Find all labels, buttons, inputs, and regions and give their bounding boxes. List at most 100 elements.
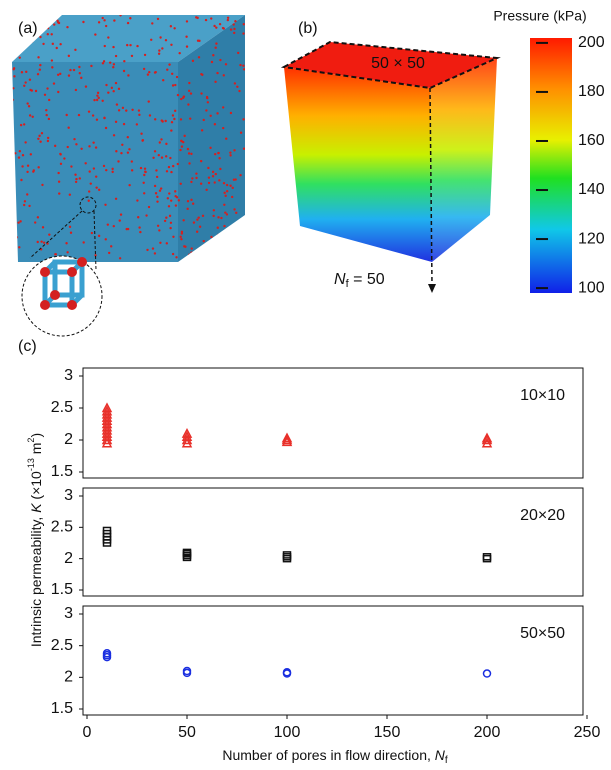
pore-dot — [190, 198, 193, 202]
pore-dot — [198, 254, 202, 257]
pore-dot — [165, 170, 169, 173]
pore-dot — [42, 241, 46, 244]
pore-dot — [75, 143, 78, 146]
pore-dot — [183, 134, 186, 138]
pore-dot — [232, 178, 236, 181]
pore-dot — [174, 204, 178, 207]
pore-dot — [96, 91, 100, 95]
x-axis-label: Number of pores in flow direction, Nf — [222, 747, 448, 766]
pore-dot — [53, 23, 56, 26]
pore-dot — [111, 170, 114, 174]
pore-dot — [108, 61, 112, 64]
pore-dot — [223, 203, 226, 206]
pore-dot — [219, 247, 223, 250]
pore-dot — [50, 33, 53, 36]
pore-dot — [142, 181, 145, 185]
pore-dot — [180, 139, 183, 142]
pore-dot — [91, 114, 95, 117]
pore-dot — [174, 195, 177, 198]
x-tick-label: 250 — [574, 724, 601, 741]
pore-dot — [166, 197, 170, 200]
pore-dot — [125, 109, 128, 112]
pore-dot — [200, 72, 203, 76]
pore-dot — [172, 164, 175, 168]
pore-dot — [73, 137, 76, 141]
pore-dot — [135, 123, 139, 126]
pore-dot — [59, 43, 62, 46]
pore-dot — [153, 150, 157, 153]
pore-dot — [130, 54, 134, 58]
pore-dot — [185, 45, 189, 48]
pore-dot — [31, 115, 34, 118]
pore-dot — [231, 186, 234, 190]
pore-dot — [165, 216, 168, 219]
pore-dot — [42, 42, 45, 46]
x-tick-label: 50 — [178, 724, 196, 741]
pore-dot — [27, 105, 31, 108]
pore-dot — [115, 103, 119, 106]
pore-dot — [143, 167, 147, 170]
pore-dot — [201, 214, 205, 218]
pore-dot — [188, 81, 191, 85]
pore-dot — [12, 67, 16, 70]
pore-dot — [114, 197, 118, 201]
marker — [481, 432, 493, 443]
pore-dot — [209, 114, 212, 117]
pore-dot — [179, 235, 182, 239]
pore-dot — [103, 44, 106, 48]
pore-dot — [54, 253, 57, 256]
pore-dot — [205, 188, 208, 192]
pore-dot — [97, 21, 101, 24]
pore-dot — [187, 103, 190, 106]
pore-dot — [153, 184, 157, 188]
pore-dot — [242, 118, 245, 121]
pore-dot — [230, 195, 234, 199]
pore-dot — [138, 226, 141, 229]
pore-dot — [51, 42, 55, 46]
pore-dot — [190, 247, 193, 250]
zoom-marker — [79, 196, 97, 214]
pore-dot — [57, 21, 61, 25]
pore-dot — [40, 240, 43, 243]
pore-dot — [104, 126, 108, 130]
pore-dot — [25, 70, 28, 74]
pore-dot — [122, 122, 126, 126]
flow-sub: f — [346, 278, 350, 290]
pore-dot — [36, 216, 40, 219]
pore-dot — [236, 85, 239, 88]
pore-dot — [36, 73, 40, 76]
pore-dot — [242, 249, 245, 252]
pore-dot — [29, 153, 33, 156]
pore-dot — [191, 177, 194, 180]
pore-dot — [242, 64, 245, 67]
pore-dot — [37, 137, 40, 140]
pore-dot — [139, 166, 143, 170]
pore-dot — [179, 148, 182, 152]
y-axis-label: Intrinsic permeability, K (×10-13 m2) — [26, 433, 43, 647]
pore-dot — [38, 134, 41, 138]
pore-dot — [227, 260, 230, 262]
pore-dot — [12, 24, 15, 27]
pore-dot — [45, 109, 48, 112]
lattice-cube — [12, 15, 245, 262]
pore-dot — [225, 137, 228, 140]
pore-dot — [215, 26, 218, 29]
pore-dot — [22, 203, 26, 207]
pore-dot — [233, 82, 237, 85]
pore-dot — [50, 59, 54, 62]
pore-dot — [153, 252, 157, 255]
pore-dot — [224, 211, 227, 214]
pore-dot — [242, 32, 245, 35]
marker — [282, 554, 292, 563]
marker — [181, 428, 193, 438]
pore-dot — [212, 214, 215, 218]
pore-dot — [180, 238, 183, 241]
pore-dot — [147, 100, 150, 103]
pore-dot — [223, 191, 226, 195]
pore-dot — [126, 151, 130, 154]
pore-dot — [161, 47, 164, 50]
pore-dot — [221, 106, 225, 109]
pore-dot — [220, 216, 223, 220]
pore-dot — [169, 221, 173, 224]
pore-dot — [102, 164, 106, 168]
